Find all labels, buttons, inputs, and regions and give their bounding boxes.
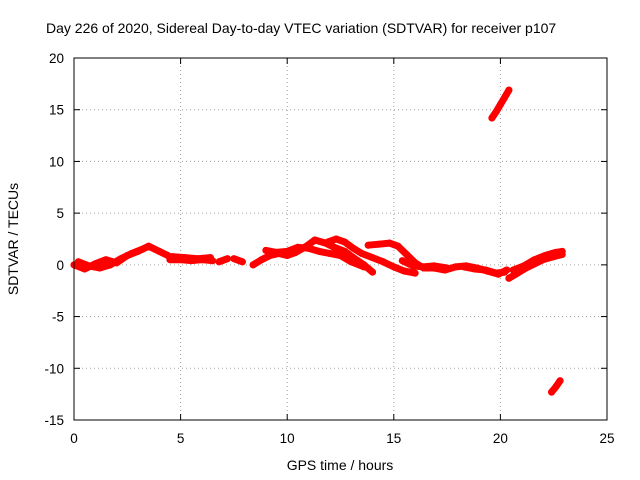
data-point [85, 262, 93, 270]
data-point [509, 266, 517, 274]
data-point [238, 258, 246, 266]
data-point [492, 108, 500, 116]
data-point [102, 256, 110, 264]
data-point [96, 264, 104, 272]
data-point [224, 255, 231, 263]
y-axis-label: SDTVAR / TECUs [5, 183, 21, 295]
data-point [552, 248, 560, 256]
x-tick-label: 5 [177, 431, 185, 446]
data-point [262, 246, 270, 254]
x-tick-labels: 0 5 10 15 20 25 [70, 431, 614, 446]
data-point [341, 238, 349, 246]
y-tick-label: -15 [44, 413, 64, 428]
data-point [106, 261, 114, 269]
data-point [305, 244, 312, 252]
data-point [548, 388, 556, 396]
data-point [369, 254, 376, 262]
data-point [181, 254, 189, 262]
data-point [194, 255, 202, 263]
data-point [531, 256, 538, 264]
data-point [505, 86, 513, 94]
x-tick-label: 15 [386, 431, 401, 446]
y-tick-label: 5 [56, 206, 64, 221]
data-point [206, 254, 214, 262]
y-tick-labels: -15 -10 -5 0 5 10 15 20 [44, 51, 64, 428]
data-point [117, 255, 125, 263]
data-point [492, 269, 500, 277]
data-point [379, 258, 387, 266]
data-point [420, 263, 428, 271]
y-tick-label: 0 [56, 258, 64, 273]
data-point [452, 263, 460, 271]
y-tick-label: 10 [49, 154, 64, 169]
data-point [496, 101, 504, 108]
data-point [401, 267, 408, 275]
x-tick-label: 20 [493, 431, 508, 446]
data-point [403, 251, 411, 258]
data-point [230, 255, 238, 263]
y-tick-label: -10 [44, 361, 64, 376]
data-point [145, 242, 153, 250]
plot-frame [73, 57, 608, 421]
y-tick-label: -5 [52, 310, 64, 325]
data-point [394, 242, 402, 250]
y-tick-label: 20 [49, 51, 64, 66]
data-point [249, 261, 257, 269]
data-point [358, 250, 366, 257]
data-point [311, 236, 319, 244]
data-point [556, 377, 564, 385]
data-point [215, 258, 223, 266]
data-point [330, 243, 338, 251]
data-point [360, 263, 368, 271]
data-point [430, 262, 438, 270]
data-point [411, 269, 419, 277]
data-point [332, 235, 340, 243]
data-track [262, 243, 368, 271]
data-point [364, 241, 372, 249]
plot-area [70, 86, 566, 396]
data-point [258, 256, 266, 264]
data-point [168, 253, 176, 261]
data-point [294, 243, 302, 251]
data-point [155, 247, 163, 255]
data-point [505, 274, 513, 282]
data-point [460, 263, 468, 271]
data-point [375, 240, 383, 248]
data-point [501, 93, 509, 101]
data-track [168, 253, 214, 263]
data-point [552, 383, 560, 391]
data-point [520, 262, 528, 270]
data-point [324, 238, 332, 246]
data-point [138, 245, 146, 253]
y-tick-label: 15 [49, 103, 64, 118]
data-point [349, 244, 357, 252]
data-point [386, 239, 393, 247]
data-point [443, 264, 451, 272]
data-point [347, 258, 355, 266]
x-axis-label: GPS time / hours [287, 457, 394, 473]
x-tick-label: 10 [280, 431, 295, 446]
data-point [337, 252, 344, 259]
data-point [74, 258, 82, 266]
data-point [283, 247, 291, 255]
data-point [482, 266, 489, 274]
chart-title: Day 226 of 2020, Sidereal Day-to-day VTE… [46, 20, 556, 36]
data-point [501, 268, 509, 276]
data-point [409, 262, 417, 270]
data-point [315, 247, 323, 255]
data-point [488, 114, 496, 122]
data-point [369, 268, 376, 276]
data-point [326, 250, 334, 257]
x-tick-label: 0 [70, 431, 78, 446]
data-point [558, 247, 566, 255]
data-track [324, 235, 419, 277]
x-tick-label: 25 [599, 431, 614, 446]
data-point [541, 252, 549, 259]
data-point [398, 257, 406, 265]
data-point [390, 263, 398, 271]
data-point [128, 250, 136, 257]
data-point [471, 265, 479, 273]
data-point [273, 248, 280, 256]
